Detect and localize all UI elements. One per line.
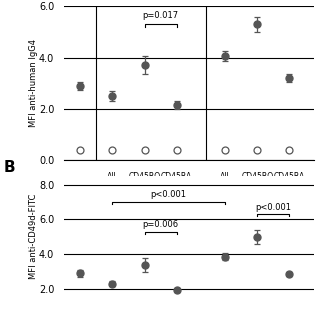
- Text: All: All: [108, 172, 117, 181]
- Text: CD8+ T cells: CD8+ T cells: [230, 194, 284, 203]
- Text: p=0.017: p=0.017: [142, 12, 179, 20]
- Y-axis label: MFI anti-human IgG4: MFI anti-human IgG4: [28, 39, 37, 127]
- Text: CD45RO: CD45RO: [128, 172, 161, 181]
- Text: p<0.001: p<0.001: [151, 190, 187, 199]
- Text: CD45RA: CD45RA: [274, 172, 305, 181]
- Text: CD45RO: CD45RO: [241, 172, 273, 181]
- Text: All: All: [220, 172, 230, 181]
- Text: CD4+ T cells: CD4+ T cells: [118, 194, 172, 203]
- Text: CD45RA: CD45RA: [161, 172, 192, 181]
- Text: p=0.006: p=0.006: [142, 220, 179, 229]
- Y-axis label: MFI anti-CD49d-FITC: MFI anti-CD49d-FITC: [28, 194, 37, 279]
- Text: B: B: [3, 160, 15, 175]
- Text: p<0.001: p<0.001: [255, 203, 291, 212]
- Text: CD3+: CD3+: [68, 194, 92, 203]
